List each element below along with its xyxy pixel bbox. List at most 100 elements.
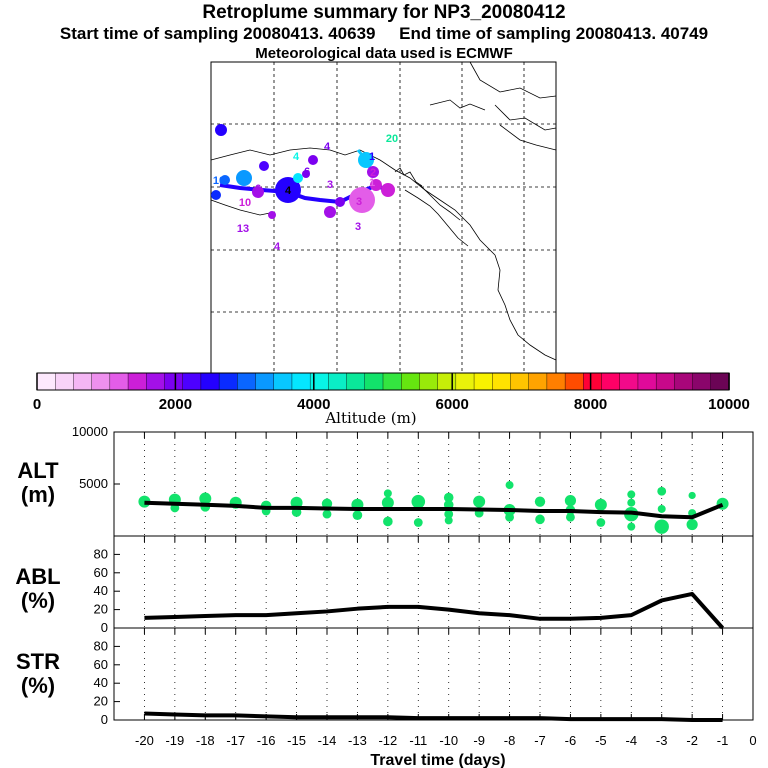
map-cluster-label: 1 <box>369 177 375 189</box>
plume-cluster-marker <box>367 166 379 178</box>
x-tick-label: -11 <box>409 733 427 748</box>
x-tick-label: -17 <box>226 733 245 748</box>
abl-panel: ABL (%) 0 20 40 60 80 <box>15 535 754 635</box>
map-cluster-label: 6 <box>304 166 310 178</box>
y-tick-label: 20 <box>94 694 108 709</box>
altitude-cluster-point <box>654 519 669 534</box>
y-tick-label: 0 <box>101 712 108 727</box>
altitude-cluster-point <box>534 496 546 507</box>
x-tick-label: -18 <box>196 733 215 748</box>
x-tick-label: -4 <box>626 733 638 748</box>
y-tick-label: 40 <box>94 675 108 690</box>
alt-panel-unit: (m) <box>21 482 55 507</box>
met-data-note: Meteorological data used is ECMWF <box>255 45 513 62</box>
plume-cluster-marker <box>259 161 269 171</box>
str-panel-unit: (%) <box>21 673 55 698</box>
colorbar-tick-label: 4000 <box>297 396 330 413</box>
x-tick-label: -20 <box>135 733 154 748</box>
colorbar-tick-label: 10000 <box>708 396 750 413</box>
abl-panel-unit: (%) <box>21 588 55 613</box>
y-tick-label: 40 <box>94 583 108 598</box>
map-cluster-label: 3 <box>295 174 301 186</box>
y-tick-label: 5000 <box>79 476 108 491</box>
altitude-cluster-point <box>686 518 698 531</box>
colorbar-tick-label: 6000 <box>436 396 469 413</box>
y-tick-label: 20 <box>94 602 108 617</box>
colorbar-title: Altitude (m) <box>324 409 416 427</box>
sampling-times: Start time of sampling 20080413. 40639 E… <box>59 24 709 43</box>
series-line <box>144 591 725 630</box>
altitude-cluster-point <box>199 492 212 505</box>
abl-panel-label: ABL <box>15 564 60 589</box>
plume-cluster-marker <box>215 124 227 136</box>
map-frame <box>210 61 557 374</box>
x-tick-label: -7 <box>534 733 546 748</box>
altitude-cluster-point <box>473 495 486 508</box>
altitude-cluster-point <box>505 512 514 522</box>
plume-cluster-marker <box>308 155 318 165</box>
x-tick-label: -9 <box>473 733 485 748</box>
alt-panel-label: ALT <box>17 458 59 483</box>
x-tick-label: -8 <box>504 733 516 748</box>
map-cluster-label: 4 <box>274 241 281 253</box>
map-cluster-label: 20 <box>386 133 398 145</box>
altitude-cluster-point <box>596 518 606 527</box>
altitude-cluster-point <box>444 516 453 525</box>
plume-cluster-marker <box>370 179 382 191</box>
colorbar-tick-label: 2000 <box>159 396 192 413</box>
altitude-cluster-point <box>566 512 575 522</box>
x-tick-label: -15 <box>287 733 306 748</box>
map-cluster-label: 2 <box>370 167 376 179</box>
altitude-cluster-point <box>688 491 696 500</box>
map-cluster-label: 4 <box>324 141 331 153</box>
altitude-cluster-point <box>444 509 454 519</box>
plume-cluster-marker <box>293 173 303 183</box>
altitude-cluster-point <box>627 498 636 507</box>
plume-cluster-marker <box>275 177 301 203</box>
x-tick-label: -14 <box>318 733 337 748</box>
map-cluster-label: 6 <box>255 183 261 195</box>
chart-title: Retroplume summary for NP3_20080412 <box>202 2 566 23</box>
altitude-cluster-point <box>411 494 426 509</box>
map-cluster-label: 1 <box>369 151 375 163</box>
map-gridlines <box>211 62 556 373</box>
map-cluster-label: 13 <box>237 223 249 235</box>
altitude-cluster-point <box>505 481 514 490</box>
x-tick-label: -10 <box>439 733 458 748</box>
map-cluster-label: 10 <box>213 175 225 187</box>
plume-cluster-marker <box>236 170 252 186</box>
plume-cluster-marker <box>335 197 345 207</box>
alt-panel: ALT (m) 5000 10000 <box>17 424 754 537</box>
altitude-cluster-point <box>627 490 636 499</box>
plume-markers <box>211 124 395 219</box>
plume-cluster-marker <box>358 152 374 168</box>
plume-cluster-marker <box>211 190 221 200</box>
map-cluster-label: 5 <box>241 171 247 183</box>
altitude-cluster-point <box>381 496 394 509</box>
plume-cluster-marker <box>381 183 395 197</box>
colorbar-ticks: 0 2000 4000 6000 8000 10000 <box>33 373 750 413</box>
map-cluster-label: 4 <box>293 151 300 163</box>
x-tick-label: -12 <box>378 733 397 748</box>
altitude-cluster-point <box>564 495 577 507</box>
x-tick-label: -5 <box>595 733 607 748</box>
str-panel: STR (%) 0 20 40 60 80 <box>16 627 754 727</box>
plume-cluster-marker <box>302 170 310 178</box>
x-tick-label: -13 <box>348 733 367 748</box>
x-tick-label: -1 <box>717 733 729 748</box>
x-tick-label: -2 <box>686 733 698 748</box>
map-cluster-label: 3 <box>327 179 333 191</box>
altitude-cluster-point <box>322 509 332 519</box>
x-axis: -20 -19 -18 -17 -16 -15 -14 -13 -12 -11 -10 -9 -8 -7-… <box>135 432 757 748</box>
plume-cluster-marker <box>252 186 264 198</box>
altitude-cluster-point <box>321 498 333 509</box>
x-axis-label: Travel time (days) <box>370 752 505 768</box>
altitude-cluster-point <box>352 510 363 520</box>
y-tick-label: 80 <box>94 546 108 561</box>
colorbar-tick-label: 8000 <box>574 396 607 413</box>
plume-cluster-marker <box>349 187 375 213</box>
